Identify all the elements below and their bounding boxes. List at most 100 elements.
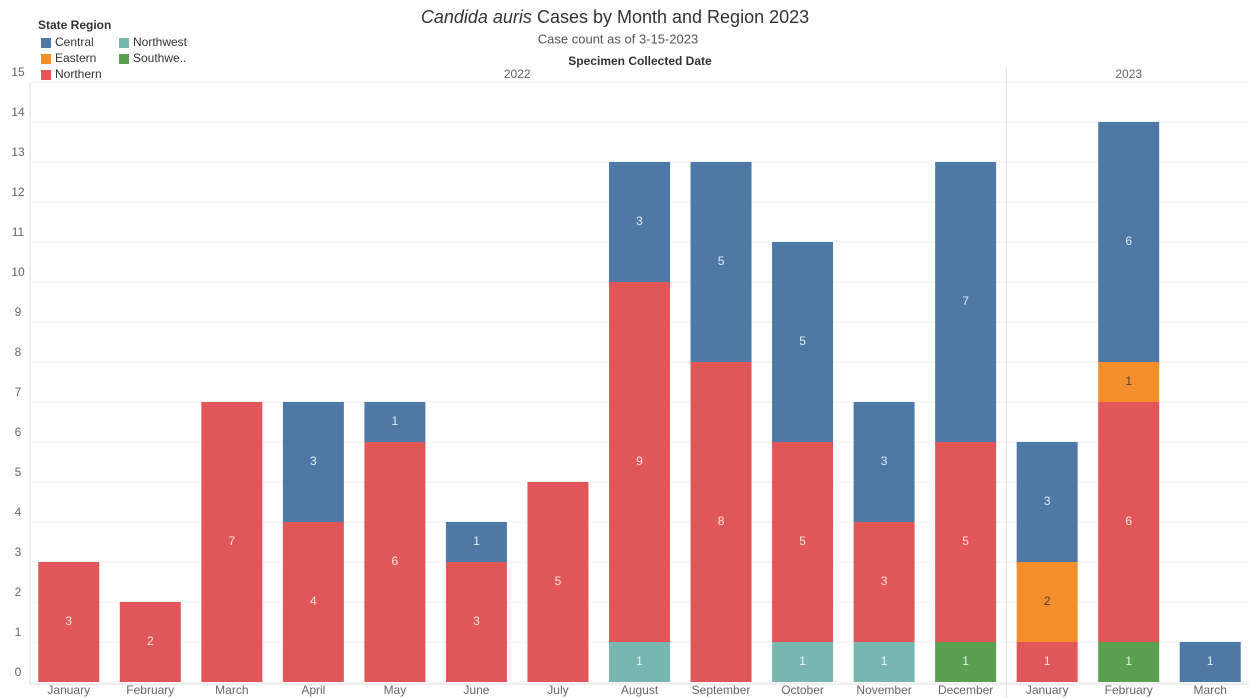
data-label: 7 — [228, 534, 235, 548]
y-tick-label: 3 — [15, 545, 22, 559]
title-italic: Candida auris — [421, 7, 532, 27]
legend-label: Central — [55, 35, 94, 49]
bar-segment — [364, 402, 426, 442]
bar-segment — [772, 442, 834, 642]
bar-segment — [609, 282, 670, 642]
bar-segment — [38, 562, 100, 682]
legend-swatch — [119, 54, 129, 64]
data-label: 2 — [1044, 594, 1051, 608]
data-label: 5 — [718, 254, 725, 268]
legend-title: State Region — [38, 18, 111, 32]
y-tick-label: 14 — [11, 105, 25, 119]
x-tick-label: February — [126, 683, 174, 697]
data-label: 3 — [1044, 494, 1051, 508]
y-tick-label: 4 — [15, 505, 22, 519]
bar-segment — [1098, 402, 1160, 642]
year-header: 2023 — [1115, 67, 1142, 81]
legend-label: Eastern — [55, 51, 96, 65]
legend-swatch — [41, 54, 51, 64]
legend-label: Northern — [55, 67, 102, 81]
data-label: 5 — [962, 534, 969, 548]
bar-segment — [527, 482, 589, 682]
x-tick-label: September — [692, 683, 751, 697]
bar-segment — [1016, 642, 1078, 682]
data-label: 6 — [1125, 514, 1132, 528]
x-tick-label: April — [301, 683, 325, 697]
data-label: 6 — [392, 554, 399, 568]
y-tick-label: 5 — [15, 465, 22, 479]
x-tick-label: August — [621, 683, 659, 697]
x-tick-label: July — [547, 683, 568, 697]
bar-segment — [445, 562, 507, 682]
chart-title: Candida auris Cases by Month and Region … — [421, 7, 809, 27]
legend-label: Northwest — [133, 35, 188, 49]
x-tick-label: March — [1194, 683, 1227, 697]
y-tick-label: 13 — [11, 145, 25, 159]
data-label: 1 — [881, 654, 888, 668]
data-label: 7 — [962, 294, 969, 308]
x-tick-label: February — [1105, 683, 1153, 697]
bar-segment — [282, 522, 344, 682]
y-tick-label: 0 — [15, 665, 22, 679]
bar-segment — [853, 402, 915, 522]
x-tick-label: October — [781, 683, 824, 697]
y-tick-label: 12 — [11, 185, 25, 199]
data-label: 3 — [636, 214, 643, 228]
bar-segment — [772, 242, 834, 442]
data-label: 1 — [799, 654, 806, 668]
y-tick-label: 6 — [15, 425, 22, 439]
bar-segment — [772, 642, 834, 682]
legend-swatch — [41, 38, 51, 48]
x-tick-label: June — [463, 683, 489, 697]
bar-segment — [1098, 362, 1160, 402]
legend-label: Southwe.. — [133, 51, 186, 65]
year-header: 2022 — [504, 67, 531, 81]
bar-segment — [364, 442, 426, 682]
y-tick-label: 8 — [15, 345, 22, 359]
y-tick-label: 15 — [11, 65, 25, 79]
y-tick-label: 9 — [15, 305, 22, 319]
bar-segment — [690, 162, 752, 362]
bar-segment — [609, 162, 670, 282]
y-tick-label: 10 — [11, 265, 25, 279]
data-label: 4 — [310, 594, 317, 608]
bar-segment — [690, 362, 752, 682]
data-label: 3 — [881, 574, 888, 588]
bar-segment — [853, 522, 915, 642]
x-tick-label: March — [215, 683, 248, 697]
bar-segment — [609, 642, 670, 682]
bar-segment — [853, 642, 915, 682]
data-label: 1 — [962, 654, 969, 668]
x-tick-label: November — [856, 683, 911, 697]
bar-segment — [935, 642, 997, 682]
subtitle: Case count as of 3-15-2023 — [538, 31, 698, 46]
data-label: 1 — [1044, 654, 1051, 668]
bar-segment — [1098, 122, 1160, 362]
data-label: 2 — [147, 634, 154, 648]
data-label: 5 — [799, 334, 806, 348]
bar-segment — [1016, 562, 1078, 642]
y-tick-label: 1 — [15, 625, 22, 639]
data-label: 5 — [799, 534, 806, 548]
x-axis-title: Specimen Collected Date — [568, 54, 712, 68]
data-label: 1 — [1207, 654, 1214, 668]
x-tick-label: January — [1026, 683, 1069, 697]
y-tick-label: 11 — [12, 225, 25, 239]
bar-segment — [445, 522, 507, 562]
bar-segment — [201, 402, 263, 682]
bar-segment — [1016, 442, 1078, 562]
data-label: 1 — [1125, 654, 1132, 668]
data-label: 9 — [636, 454, 643, 468]
data-label: 1 — [392, 414, 399, 428]
data-label: 1 — [1125, 374, 1132, 388]
data-label: 3 — [310, 454, 317, 468]
bar-segment — [935, 162, 997, 442]
data-label: 1 — [636, 654, 643, 668]
data-label: 1 — [473, 534, 480, 548]
x-tick-label: January — [47, 683, 90, 697]
x-tick-label: December — [938, 683, 993, 697]
legend-swatch — [119, 38, 129, 48]
title-rest: Cases by Month and Region 2023 — [537, 7, 809, 27]
y-tick-label: 7 — [15, 385, 22, 399]
